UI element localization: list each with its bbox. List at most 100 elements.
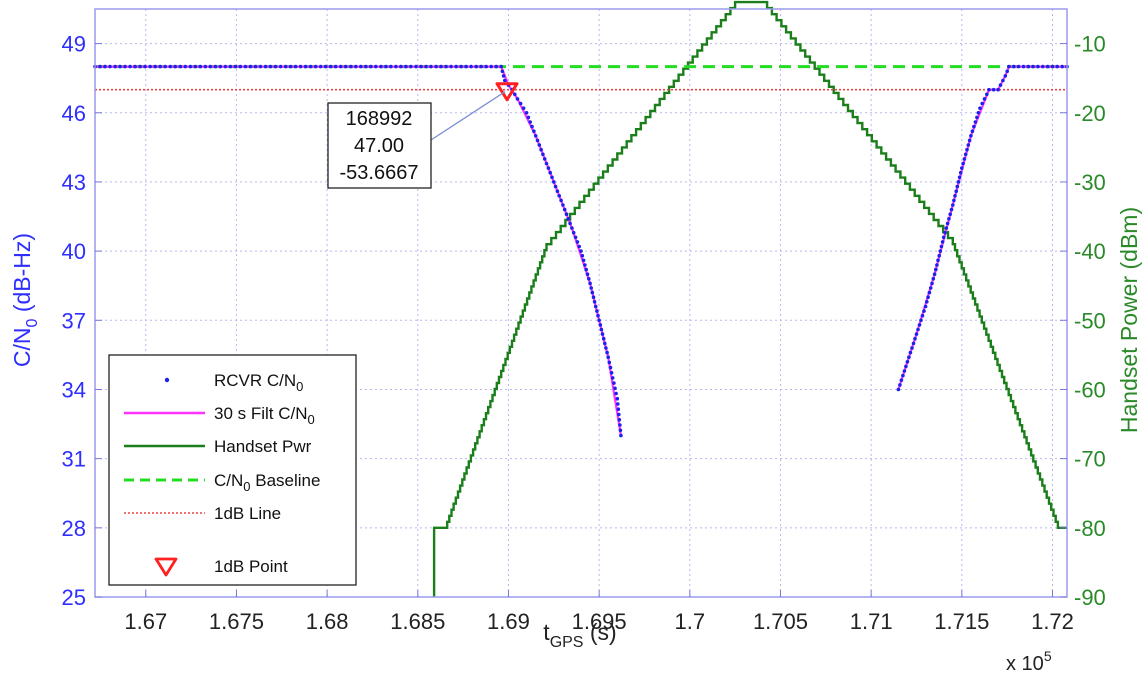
- rcvr-point: [479, 64, 483, 69]
- rcvr-point: [298, 64, 303, 69]
- legend-item-baseline: C/N0 Baseline: [124, 471, 320, 494]
- rcvr-point: [590, 290, 595, 295]
- rcvr-point: [499, 64, 504, 69]
- rcvr-point: [248, 64, 253, 69]
- legend-label-baseline: C/N0 Baseline: [214, 471, 320, 494]
- rcvr-point: [288, 64, 293, 69]
- rcvr-point: [615, 396, 620, 401]
- rcvr-point: [123, 64, 127, 69]
- rcvr-point: [1031, 64, 1035, 69]
- rcvr-point: [153, 64, 157, 69]
- rcvr-point: [573, 235, 578, 240]
- rcvr-point: [991, 87, 996, 92]
- rcvr-point: [559, 198, 563, 203]
- rcvr-point: [609, 371, 614, 375]
- rcvr-point: [969, 134, 973, 138]
- rcvr-point: [530, 124, 534, 129]
- rcvr-point: [978, 106, 982, 110]
- rcvr-point: [343, 64, 348, 69]
- legend: RCVR C/N0 30 s Filt C/N0 Handset Pwr C/N…: [108, 354, 357, 586]
- rcvr-point: [928, 286, 933, 290]
- rcvr-point: [580, 253, 585, 258]
- rcvr-point: [293, 64, 298, 69]
- rcvr-point: [303, 64, 308, 69]
- y-left-tick-label: 49: [62, 32, 86, 57]
- rcvr-point: [591, 295, 596, 300]
- rcvr-point: [617, 412, 621, 417]
- rcvr-point: [414, 64, 418, 69]
- rcvr-point: [610, 376, 615, 380]
- rcvr-point: [904, 364, 908, 369]
- rcvr-point: [941, 235, 946, 240]
- rcvr-point: [1005, 69, 1009, 74]
- rcvr-point: [618, 423, 622, 427]
- rcvr-point: [168, 64, 172, 69]
- y-right-tick-label: -50: [1074, 308, 1106, 333]
- rcvr-point: [138, 64, 142, 69]
- rcvr-point: [163, 64, 167, 69]
- rcvr-point: [1036, 64, 1040, 69]
- rcvr-point: [544, 161, 549, 166]
- rcvr-point: [103, 64, 107, 69]
- rcvr-point: [193, 64, 198, 69]
- rcvr-point: [278, 64, 283, 69]
- x-tick-label: 1.71: [850, 609, 893, 634]
- rcvr-point: [535, 138, 540, 143]
- datatip-line-x: 168992: [346, 108, 413, 130]
- rcvr-point: [501, 74, 506, 78]
- legend-label-onedb: 1dB Line: [214, 504, 281, 523]
- rcvr-point: [597, 318, 601, 323]
- rcvr-point: [923, 304, 928, 309]
- rcvr-point: [920, 313, 925, 318]
- rcvr-point: [203, 64, 208, 69]
- rcvr-point: [940, 240, 945, 244]
- rcvr-point: [238, 64, 243, 69]
- rcvr-point: [503, 78, 507, 83]
- y-right-tick-label: -20: [1074, 101, 1106, 126]
- rcvr-point: [943, 230, 947, 235]
- rcvr-point: [541, 152, 545, 157]
- series-layer: [93, 0, 1069, 597]
- rcvr-point: [922, 309, 926, 313]
- rcvr-point: [961, 161, 965, 166]
- rcvr-point: [233, 64, 238, 69]
- rcvr-point: [484, 64, 489, 69]
- rcvr-point: [600, 332, 605, 336]
- rcvr-point: [253, 64, 258, 69]
- rcvr-point: [907, 355, 911, 360]
- y-left-tick-label: 25: [62, 585, 86, 610]
- rcvr-point: [905, 360, 910, 364]
- rcvr-point: [948, 212, 952, 216]
- legend-item-marker: 1dB Point: [154, 557, 288, 577]
- rcvr-point: [571, 230, 576, 235]
- rcvr-point: [384, 64, 388, 69]
- rcvr-point: [952, 198, 956, 203]
- rcvr-point: [188, 64, 193, 69]
- rcvr-point: [589, 286, 593, 290]
- rcvr-point: [158, 64, 162, 69]
- y-left-tick-label: 28: [62, 516, 86, 541]
- rcvr-point: [454, 64, 458, 69]
- x-axis-title: tGPS (s): [543, 619, 616, 651]
- rcvr-point: [608, 365, 613, 370]
- rcvr-point: [374, 64, 378, 69]
- rcvr-point: [949, 207, 954, 212]
- rcvr-point: [561, 203, 565, 207]
- rcvr-point: [935, 263, 939, 267]
- rcvr-point: [542, 157, 547, 161]
- rcvr-point: [898, 383, 902, 387]
- rcvr-point: [970, 129, 975, 133]
- rcvr-point: [459, 64, 463, 69]
- rcvr-point: [318, 64, 323, 69]
- rcvr-point: [972, 124, 976, 129]
- rcvr-point: [449, 64, 453, 69]
- rcvr-point: [128, 64, 132, 69]
- datatip: 168992 47.00 -53.6667: [327, 91, 506, 189]
- rcvr-point: [1021, 64, 1026, 69]
- rcvr-point: [557, 194, 561, 198]
- x-tick-label: 1.675: [209, 609, 264, 634]
- rcvr-point: [429, 64, 433, 69]
- rcvr-point: [533, 134, 538, 138]
- rcvr-point: [617, 418, 622, 422]
- rcvr-point: [583, 263, 587, 267]
